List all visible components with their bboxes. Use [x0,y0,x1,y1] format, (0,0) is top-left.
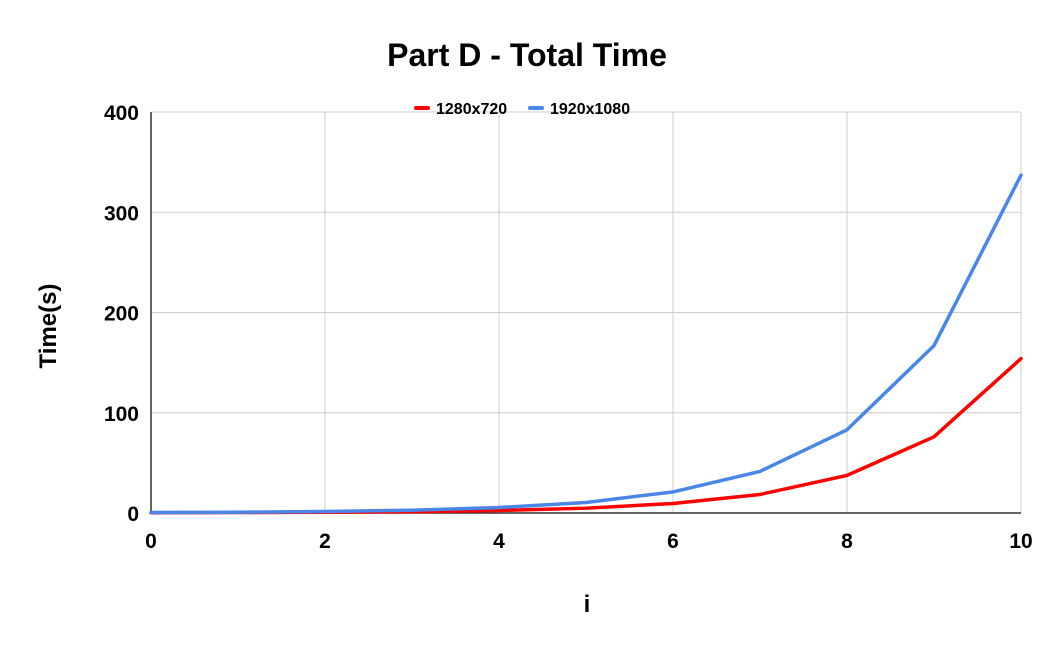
x-axis-label: i [584,591,591,618]
x-tick-label: 4 [493,530,505,553]
legend: 1280x720 1920x1080 [414,101,630,118]
y-tick-label: 400 [104,102,139,125]
x-tick-label: 2 [319,530,331,553]
y-axis-label: Time(s) [35,284,62,369]
x-tick-label: 0 [145,530,157,553]
x-tick-label: 8 [841,530,853,553]
gridlines [150,111,1022,514]
x-tick-label: 10 [1009,530,1032,553]
series-line-2 [149,173,1023,515]
legend-label: 1280x720 [436,101,507,118]
x-tick-label: 6 [667,530,679,553]
series-line-1 [149,356,1023,515]
y-tick-label: 0 [127,503,139,526]
chart-title: Part D - Total Time [387,37,667,73]
y-tick-label: 200 [104,303,139,326]
series-layer [149,173,1023,515]
y-tick-label: 300 [104,202,139,225]
legend-label: 1920x1080 [550,101,630,118]
y-tick-label: 100 [104,403,139,426]
